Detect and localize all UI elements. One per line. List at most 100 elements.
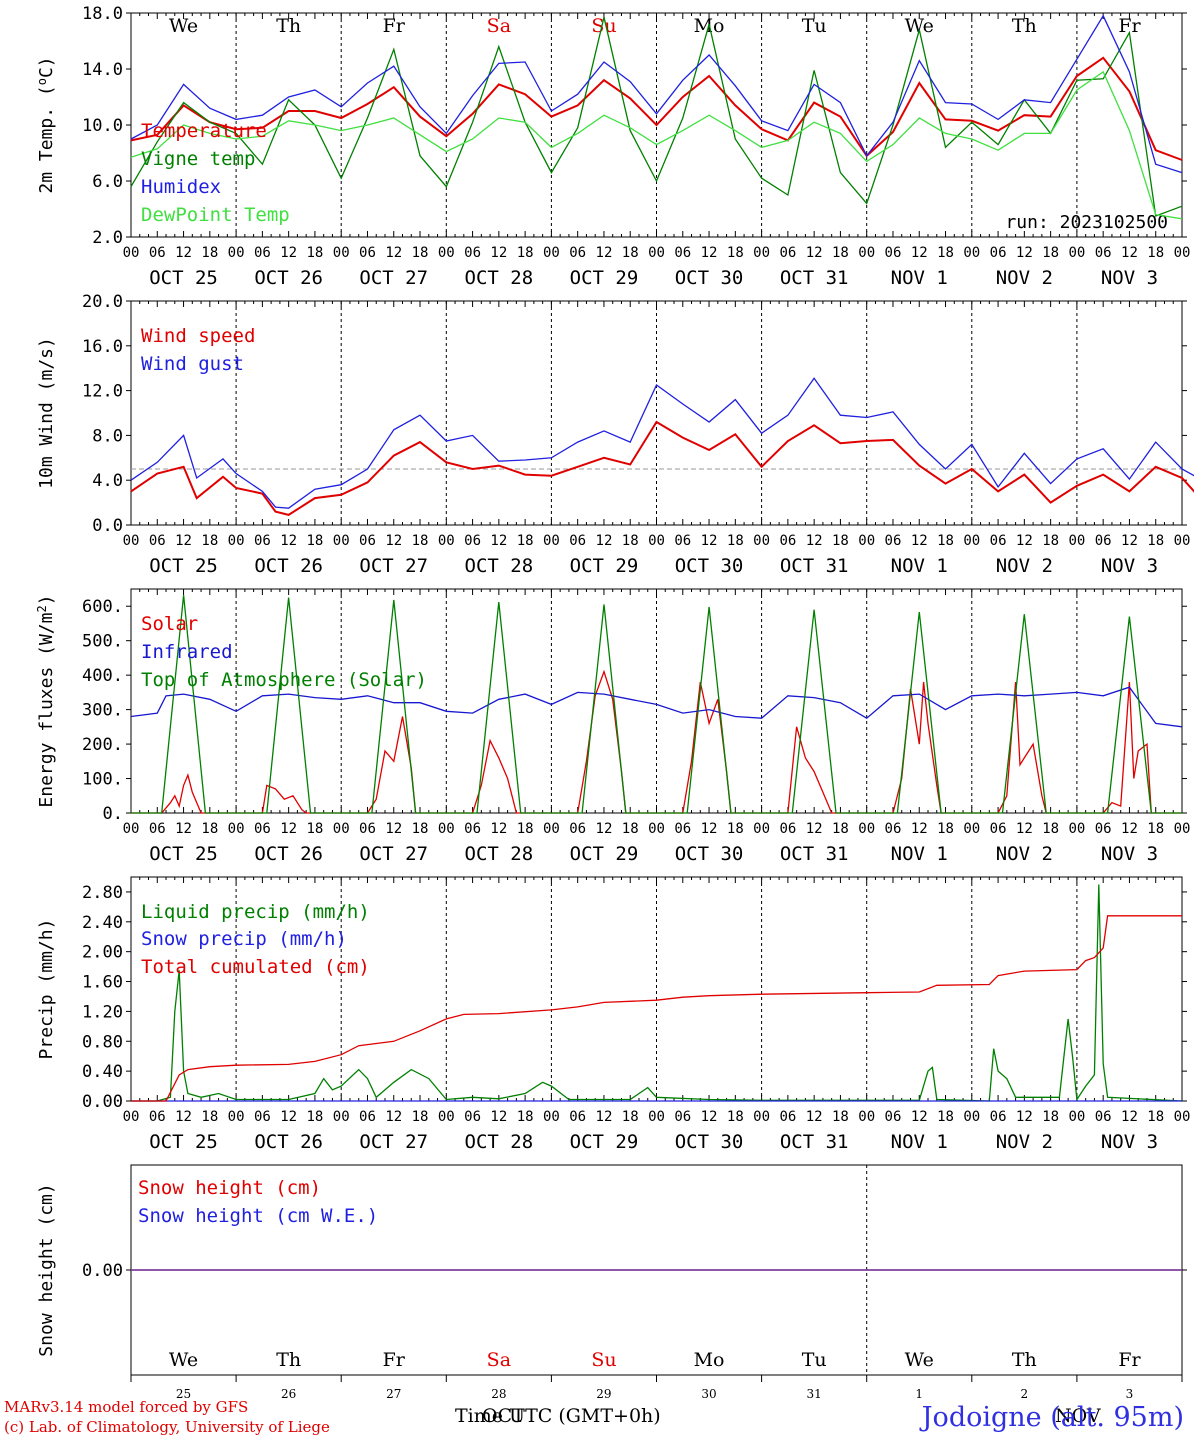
hour-label: 12 (1016, 1109, 1033, 1125)
day-name: Fr (383, 1349, 406, 1371)
hour-label: 00 (963, 533, 980, 549)
day-name: Su (591, 15, 616, 37)
day-name: Th (276, 1349, 301, 1371)
hour-label: 06 (254, 245, 271, 261)
hour-label: 06 (359, 821, 376, 837)
hour-label: 18 (727, 821, 744, 837)
day-name: We (905, 1349, 934, 1371)
date-number: 28 (491, 1387, 506, 1401)
date-label: OCT 30 (675, 555, 744, 577)
hour-label: 00 (123, 245, 140, 261)
hour-label: 18 (1147, 821, 1164, 837)
date-label: OCT 28 (465, 1131, 534, 1153)
hour-label: 12 (596, 821, 613, 837)
hour-label: 18 (622, 1109, 639, 1125)
legend-entry: Liquid precip (mm/h) (141, 901, 370, 923)
y-tick-label: 600. (82, 597, 123, 617)
hour-label: 06 (359, 533, 376, 549)
y-tick-label: 500. (82, 632, 123, 652)
hour-label: 12 (385, 821, 402, 837)
hour-label: 06 (254, 533, 271, 549)
hour-label: 00 (333, 533, 350, 549)
legend-entry: DewPoint Temp (141, 204, 290, 226)
hour-label: 12 (806, 821, 823, 837)
hour-label: 00 (648, 245, 665, 261)
hour-label: 00 (858, 533, 875, 549)
hour-label: 06 (674, 533, 691, 549)
y-tick-label: 0. (103, 804, 123, 824)
hour-label: 06 (885, 245, 902, 261)
hour-label: 12 (280, 245, 297, 261)
hour-label: 00 (333, 245, 350, 261)
hour-label: 06 (990, 533, 1007, 549)
hour-label: 06 (674, 245, 691, 261)
hour-label: 18 (1042, 1109, 1059, 1125)
hour-label: 00 (753, 245, 770, 261)
day-name: We (169, 15, 198, 37)
hour-label: 12 (701, 533, 718, 549)
date-number: 27 (386, 1387, 401, 1401)
hour-label: 06 (674, 1109, 691, 1125)
series-line-vigne-temp (130, 17, 1183, 217)
hour-label: 00 (543, 245, 560, 261)
hour-label: 06 (1095, 821, 1112, 837)
hour-label: 00 (753, 533, 770, 549)
hour-label: 00 (543, 533, 560, 549)
date-label: NOV 1 (891, 1131, 948, 1153)
panel-5: 0.00 Snow height (cm) Snow height (cm) Snow… (36, 1164, 1187, 1427)
hour-label: 06 (1095, 245, 1112, 261)
hour-label: 06 (885, 533, 902, 549)
date-label: OCT 29 (570, 555, 639, 577)
date-label: NOV 1 (891, 555, 948, 577)
hour-label: 18 (517, 821, 534, 837)
hour-label: 06 (990, 245, 1007, 261)
hour-label: 00 (123, 821, 140, 837)
hour-label: 00 (753, 1109, 770, 1125)
hour-label: 18 (937, 1109, 954, 1125)
hour-label: 06 (569, 1109, 586, 1125)
hour-label: 06 (990, 1109, 1007, 1125)
series-line-infrared (130, 686, 1183, 728)
series-line-top-of-atmosphere-solar- (131, 595, 1182, 814)
hour-label: 06 (885, 1109, 902, 1125)
hour-label: 18 (937, 533, 954, 549)
day-name: We (905, 15, 934, 37)
hour-label: 18 (1147, 533, 1164, 549)
date-label: NOV 3 (1101, 843, 1158, 865)
hour-label: 00 (333, 1109, 350, 1125)
panel-1: 18.0 14.0 10.0 6.0 2.0 2m Temp. (oC) 00 06 12 18 0… (35, 4, 1190, 289)
date-label: NOV 2 (996, 555, 1053, 577)
series-line-total-cumulated-cm- (131, 915, 1182, 1102)
hour-label: 12 (701, 821, 718, 837)
y-axis-label: Snow height (cm) (36, 1183, 57, 1356)
hour-label: 12 (701, 1109, 718, 1125)
legend-entry: Vigne temp (141, 148, 255, 170)
hour-label: 06 (254, 1109, 271, 1125)
y-tick-label: 0.80 (82, 1032, 123, 1052)
hour-label: 18 (727, 1109, 744, 1125)
hour-label: 06 (1095, 1109, 1112, 1125)
hour-label: 12 (1016, 245, 1033, 261)
hour-label: 18 (517, 1109, 534, 1125)
hour-label: 12 (490, 821, 507, 837)
hour-label: 18 (517, 533, 534, 549)
hour-label: 12 (490, 1109, 507, 1125)
hour-label: 12 (701, 245, 718, 261)
date-label: OCT 26 (254, 267, 323, 289)
hour-label: 12 (385, 245, 402, 261)
day-name: Fr (383, 15, 406, 37)
y-tick-label: 0.40 (82, 1062, 123, 1082)
hour-label: 12 (385, 1109, 402, 1125)
hour-label: 12 (490, 533, 507, 549)
hour-label: 00 (648, 821, 665, 837)
legend-entry: Solar (141, 613, 198, 635)
y-tick-label: 20.0 (82, 292, 123, 312)
y-tick-label: 18.0 (82, 4, 123, 24)
date-label: OCT 30 (675, 1131, 744, 1153)
plot-frame (130, 588, 1183, 814)
date-number: 1 (915, 1387, 923, 1401)
date-label: NOV 3 (1101, 267, 1158, 289)
day-name: We (169, 1349, 198, 1371)
hour-label: 18 (201, 533, 218, 549)
hour-label: 12 (1016, 821, 1033, 837)
